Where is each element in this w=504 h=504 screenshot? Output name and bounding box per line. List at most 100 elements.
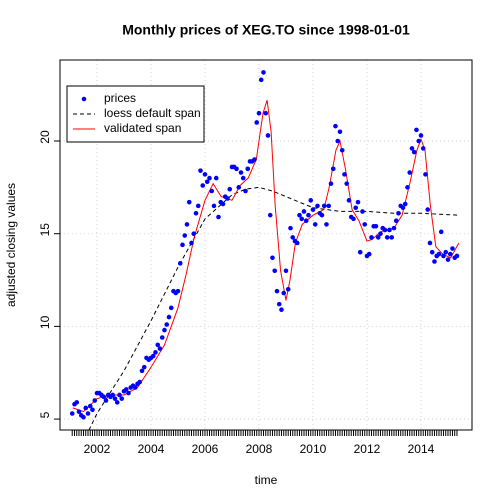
price-point (150, 353, 156, 359)
price-point (416, 138, 422, 144)
price-point (123, 387, 129, 392)
price-point (157, 346, 163, 351)
price-point (238, 170, 244, 175)
price-point (193, 211, 199, 216)
price-point (378, 231, 383, 236)
price-point (436, 251, 442, 257)
price-point (243, 188, 248, 194)
chart-title: Monthly prices of XEG.TO since 1998-01-0… (122, 22, 410, 38)
price-point (254, 120, 260, 125)
price-point (425, 207, 431, 212)
axes: 5 10 15 20 2002 2004 2006 2008 2010 2012 2014 (38, 130, 458, 456)
smooth-line (88, 186, 459, 430)
price-point (384, 235, 390, 240)
y-axis-label: adjusted closing values (4, 183, 18, 307)
price-point (159, 335, 165, 340)
price-point (319, 212, 325, 218)
price-point (389, 235, 395, 240)
price-point (141, 364, 147, 370)
lines (72, 100, 460, 430)
price-point (189, 240, 194, 246)
price-point (351, 216, 356, 222)
price-point (396, 211, 401, 216)
price-point (258, 77, 264, 83)
price-point (153, 350, 158, 355)
price-point (186, 199, 192, 205)
price-point (126, 390, 131, 396)
price-point (337, 129, 343, 135)
price-point (335, 138, 341, 144)
price-point (443, 249, 449, 255)
y-tick-label: 15 (38, 223, 52, 237)
price-point (411, 149, 417, 155)
price-point (195, 203, 201, 209)
x-tick-label: 2004 (138, 442, 165, 456)
price-point (391, 225, 397, 231)
price-point (207, 175, 212, 181)
price-point (69, 411, 75, 416)
price-point (119, 396, 125, 401)
price-point (360, 209, 365, 214)
x-tick-label: 2008 (246, 442, 273, 456)
price-point (438, 229, 444, 235)
price-point (294, 240, 300, 246)
price-point (297, 212, 302, 218)
price-point (333, 123, 338, 129)
price-point (204, 179, 210, 185)
price-point (213, 175, 219, 181)
x-tick-label: 2012 (354, 442, 381, 456)
price-point (162, 327, 167, 333)
x-tick-label: 2002 (84, 442, 111, 456)
price-point (310, 207, 316, 212)
price-point (276, 301, 282, 307)
price-point (227, 186, 233, 192)
x-tick-label: 2006 (192, 442, 219, 456)
price-point (270, 255, 275, 261)
price-point (240, 175, 246, 181)
price-point (414, 127, 419, 133)
price-point (265, 133, 271, 138)
price-point (283, 268, 289, 274)
price-point (101, 394, 107, 400)
price-point (112, 396, 118, 401)
price-point (373, 223, 379, 229)
price-point (261, 70, 266, 75)
y-tick-label: 5 (38, 411, 52, 418)
price-point (177, 261, 183, 266)
price-point (427, 240, 433, 246)
price-point (447, 251, 453, 257)
price-point (81, 414, 86, 420)
smooth-line (72, 100, 460, 413)
price-point (267, 212, 273, 218)
price-point (353, 205, 359, 211)
price-point (87, 403, 93, 409)
price-point (402, 201, 408, 207)
price-point (445, 257, 451, 262)
price-point (407, 170, 413, 175)
price-point (285, 287, 291, 292)
price-point (450, 246, 455, 251)
price-point (198, 168, 203, 173)
price-point (234, 166, 239, 172)
price-point (418, 133, 424, 138)
points (69, 70, 460, 420)
price-point (423, 172, 428, 177)
price-point (342, 172, 347, 177)
price-point (90, 407, 95, 413)
price-point (211, 203, 217, 209)
price-point (139, 368, 145, 374)
price-point (220, 201, 226, 207)
price-point (225, 196, 230, 201)
price-point (200, 183, 206, 188)
legend-label: prices (104, 91, 136, 105)
price-point (252, 157, 257, 162)
price-point (369, 235, 374, 240)
price-point (432, 259, 437, 264)
price-point (324, 222, 329, 227)
price-point (279, 307, 284, 312)
price-point (405, 185, 410, 190)
price-point (306, 212, 311, 218)
price-point (362, 222, 368, 227)
